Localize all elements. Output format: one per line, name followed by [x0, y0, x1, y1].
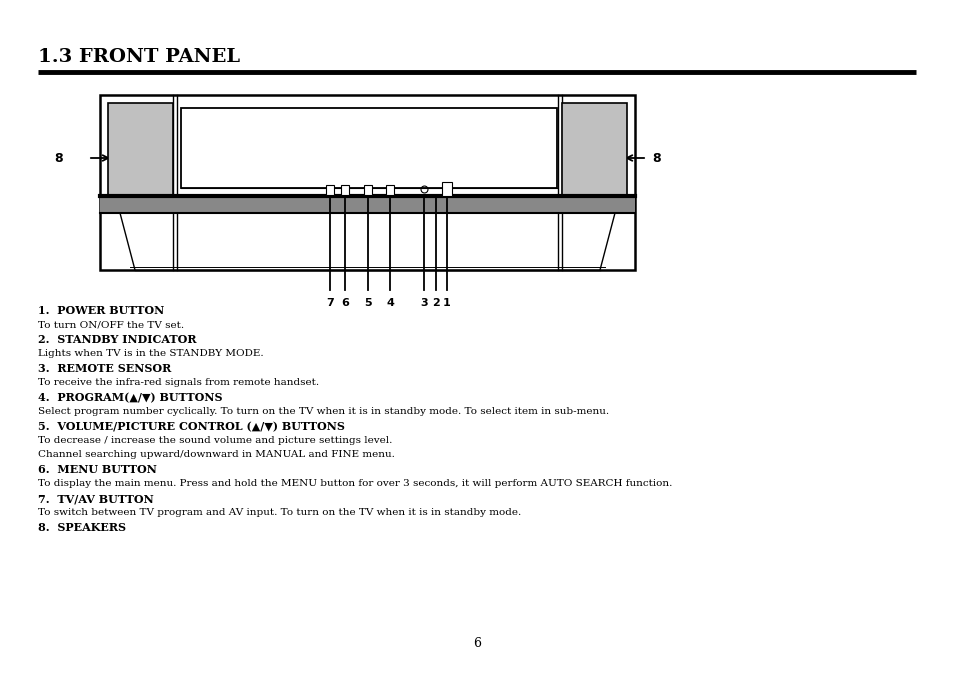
Text: To turn ON/OFF the TV set.: To turn ON/OFF the TV set. — [38, 320, 184, 329]
Text: To switch between TV program and AV input. To turn on the TV when it is in stand: To switch between TV program and AV inpu… — [38, 508, 520, 517]
Bar — [181, 108, 557, 188]
Text: 6.  MENU BUTTON: 6. MENU BUTTON — [38, 464, 156, 475]
Text: 4.  PROGRAM(▲/▼) BUTTONS: 4. PROGRAM(▲/▼) BUTTONS — [38, 392, 222, 403]
Text: 7.  TV/AV BUTTON: 7. TV/AV BUTTON — [38, 493, 153, 504]
Text: 3.  REMOTE SENSOR: 3. REMOTE SENSOR — [38, 363, 172, 374]
Text: To display the main menu. Press and hold the MENU button for over 3 seconds, it : To display the main menu. Press and hold… — [38, 479, 672, 488]
Text: 1: 1 — [442, 298, 451, 308]
Text: 2.  STANDBY INDICATOR: 2. STANDBY INDICATOR — [38, 334, 196, 345]
Bar — [108, 103, 172, 213]
Bar — [561, 103, 626, 213]
Text: To decrease / increase the sound volume and picture settings level.: To decrease / increase the sound volume … — [38, 436, 392, 445]
Text: Channel searching upward/downward in MANUAL and FINE menu.: Channel searching upward/downward in MAN… — [38, 450, 395, 459]
Bar — [326, 185, 334, 195]
Bar — [441, 182, 452, 196]
Text: 8: 8 — [651, 151, 659, 165]
Bar — [100, 196, 635, 213]
Text: 5.  VOLUME/PICTURE CONTROL (▲/▼) BUTTONS: 5. VOLUME/PICTURE CONTROL (▲/▼) BUTTONS — [38, 421, 345, 432]
Text: 6: 6 — [341, 298, 349, 308]
Text: 4: 4 — [386, 298, 394, 308]
Polygon shape — [120, 213, 615, 270]
Text: 6: 6 — [473, 637, 480, 650]
Text: 3: 3 — [419, 298, 427, 308]
Text: To receive the infra-red signals from remote handset.: To receive the infra-red signals from re… — [38, 378, 319, 387]
Text: Lights when TV is in the STANDBY MODE.: Lights when TV is in the STANDBY MODE. — [38, 349, 263, 358]
Bar — [386, 185, 394, 195]
Text: 5: 5 — [364, 298, 372, 308]
Bar — [100, 95, 635, 270]
Text: 1.3 FRONT PANEL: 1.3 FRONT PANEL — [38, 48, 240, 66]
Text: 2: 2 — [432, 298, 439, 308]
Bar — [340, 185, 349, 195]
Bar — [364, 185, 372, 195]
Text: 1.  POWER BUTTON: 1. POWER BUTTON — [38, 305, 164, 316]
Text: Select program number cyclically. To turn on the TV when it is in standby mode. : Select program number cyclically. To tur… — [38, 407, 608, 416]
Text: 8: 8 — [54, 151, 63, 165]
Text: 7: 7 — [326, 298, 334, 308]
Text: 8.  SPEAKERS: 8. SPEAKERS — [38, 522, 126, 533]
